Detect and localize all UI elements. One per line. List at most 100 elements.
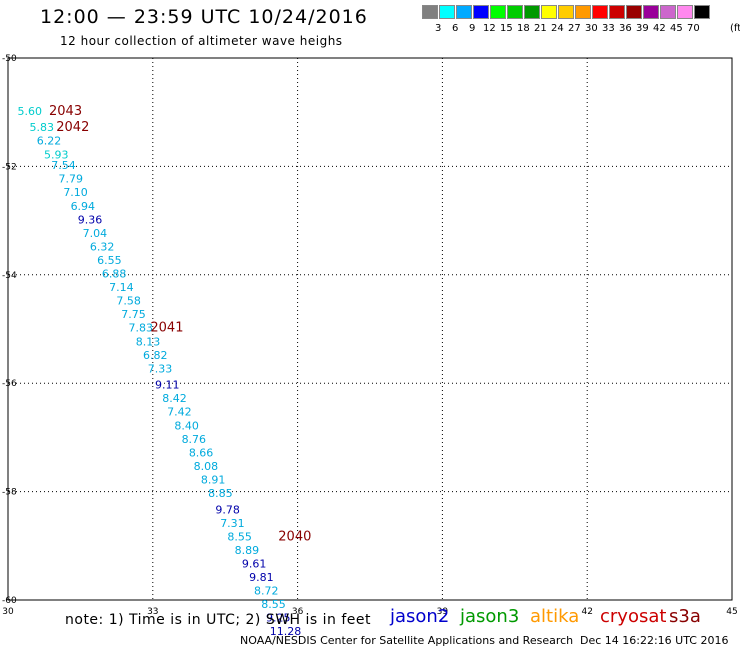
color-swatch xyxy=(490,5,506,19)
color-swatch xyxy=(677,5,693,19)
wave-height-reading: 7.33 xyxy=(148,362,173,375)
satellite-legend-s3a: s3a xyxy=(669,606,701,627)
wave-height-reading: 7.58 xyxy=(116,295,141,308)
color-scale-label: 3 xyxy=(435,23,442,34)
wave-height-reading: 7.83 xyxy=(128,322,153,335)
color-scale-label: 9 xyxy=(469,23,476,34)
wave-height-reading: 6.22 xyxy=(37,135,62,148)
wave-height-reading: 8.85 xyxy=(208,487,233,500)
satellite-legend-cryosat: cryosat xyxy=(600,606,667,627)
color-scale-label: 15 xyxy=(500,23,513,34)
color-scale-label: 39 xyxy=(636,23,649,34)
lon-tick-label: 36 xyxy=(292,607,304,617)
color-swatch xyxy=(439,5,455,19)
wave-height-reading: 8.66 xyxy=(189,446,214,459)
wave-height-reading: 9.78 xyxy=(215,503,240,516)
wave-height-reading: 5.83 xyxy=(30,121,55,134)
satellite-legend-jason3: jason3 xyxy=(460,606,520,627)
wave-height-reading: 9.61 xyxy=(242,557,267,570)
lat-tick-label: -52 xyxy=(2,162,17,172)
wave-height-reading: 5.93 xyxy=(44,148,69,161)
map-title: 12:00 — 23:59 UTC 10/24/2016 xyxy=(40,6,368,28)
color-swatch xyxy=(694,5,710,19)
wave-height-reading: 9.81 xyxy=(249,571,274,584)
color-scale-label: 36 xyxy=(619,23,632,34)
wave-height-reading: 8.55 xyxy=(261,598,286,611)
wave-height-reading: 11.28 xyxy=(270,625,302,638)
pass-time-label: 2043 xyxy=(49,104,82,119)
color-swatch xyxy=(558,5,574,19)
wave-height-reading: 6.82 xyxy=(143,349,168,362)
color-swatch xyxy=(422,5,438,19)
wave-height-reading: 7.54 xyxy=(51,159,76,172)
wave-height-reading: 6.55 xyxy=(97,254,122,267)
map-frame xyxy=(7,57,733,601)
generation-timestamp: Dec 14 16:22:16 UTC 2016 xyxy=(580,634,729,647)
wave-height-reading: 9.25 xyxy=(266,612,291,625)
lon-tick-label: 45 xyxy=(726,607,737,617)
pass-time-label: 2041 xyxy=(150,321,183,336)
wave-height-reading: 8.42 xyxy=(162,392,187,405)
lon-tick-label: 33 xyxy=(147,607,158,617)
lat-tick-label: -54 xyxy=(2,271,17,281)
color-scale-label: 70 xyxy=(687,23,700,34)
satellite-legend-altika: altika xyxy=(530,606,580,627)
wave-height-reading: 7.14 xyxy=(109,281,134,294)
color-swatch xyxy=(456,5,472,19)
credit-line: NOAA/NESDIS Center for Satellite Applica… xyxy=(240,634,574,647)
pass-time-label: 2042 xyxy=(56,120,89,135)
color-scale-label: 45 xyxy=(670,23,683,34)
color-scale-unit: (ft) xyxy=(730,23,740,34)
lat-tick-label: -60 xyxy=(2,596,17,606)
wave-height-reading: 6.94 xyxy=(71,200,96,213)
color-swatch xyxy=(524,5,540,19)
wave-height-reading: 7.04 xyxy=(83,227,108,240)
color-swatch xyxy=(507,5,523,19)
color-swatch xyxy=(473,5,489,19)
lon-tick-label: 39 xyxy=(437,607,449,617)
wave-height-reading: 8.72 xyxy=(254,585,279,598)
color-scale-label: 24 xyxy=(551,23,564,34)
lat-tick-label: -50 xyxy=(2,54,17,64)
color-swatch xyxy=(592,5,608,19)
map-subtitle: 12 hour collection of altimeter wave hei… xyxy=(60,34,343,48)
color-scale-label: 12 xyxy=(483,23,496,34)
color-swatch xyxy=(541,5,557,19)
wave-height-reading: 8.08 xyxy=(194,460,219,473)
lat-tick-label: -58 xyxy=(2,488,17,498)
color-swatch xyxy=(575,5,591,19)
wave-height-reading: 5.60 xyxy=(17,105,42,118)
wave-height-reading: 7.42 xyxy=(167,406,192,419)
wave-height-reading: 6.32 xyxy=(90,240,115,253)
lat-tick-label: -56 xyxy=(2,379,17,389)
color-swatch xyxy=(626,5,642,19)
wave-height-reading: 7.31 xyxy=(220,517,245,530)
color-scale-label: 33 xyxy=(602,23,615,34)
wave-height-reading: 9.36 xyxy=(78,213,103,226)
wave-height-reading: 6.88 xyxy=(102,268,127,281)
wave-height-reading: 7.10 xyxy=(63,186,88,199)
wave-height-reading: 8.91 xyxy=(201,473,226,486)
color-swatch xyxy=(643,5,659,19)
wave-height-reading: 9.11 xyxy=(155,379,180,392)
wave-height-reading: 7.75 xyxy=(121,308,146,321)
footnote: note: 1) Time is in UTC; 2) SWH is in fe… xyxy=(65,612,372,628)
pass-time-label: 2040 xyxy=(278,529,311,544)
wave-height-reading: 8.13 xyxy=(136,335,161,348)
wave-height-reading: 8.55 xyxy=(227,530,252,543)
color-swatch xyxy=(660,5,676,19)
wave-height-reading: 8.40 xyxy=(174,419,199,432)
wave-height-reading: 8.89 xyxy=(235,544,260,557)
wave-height-reading: 7.79 xyxy=(58,173,83,186)
lon-tick-label: 30 xyxy=(2,607,14,617)
color-scale-label: 6 xyxy=(452,23,459,34)
satellite-legend-jason2: jason2 xyxy=(390,606,450,627)
color-swatch xyxy=(609,5,625,19)
color-scale-label: 30 xyxy=(585,23,598,34)
color-scale-label: 42 xyxy=(653,23,666,34)
wave-height-reading: 8.76 xyxy=(182,433,207,446)
color-scale-label: 18 xyxy=(517,23,530,34)
color-scale-label: 21 xyxy=(534,23,547,34)
lon-tick-label: 42 xyxy=(581,607,592,617)
